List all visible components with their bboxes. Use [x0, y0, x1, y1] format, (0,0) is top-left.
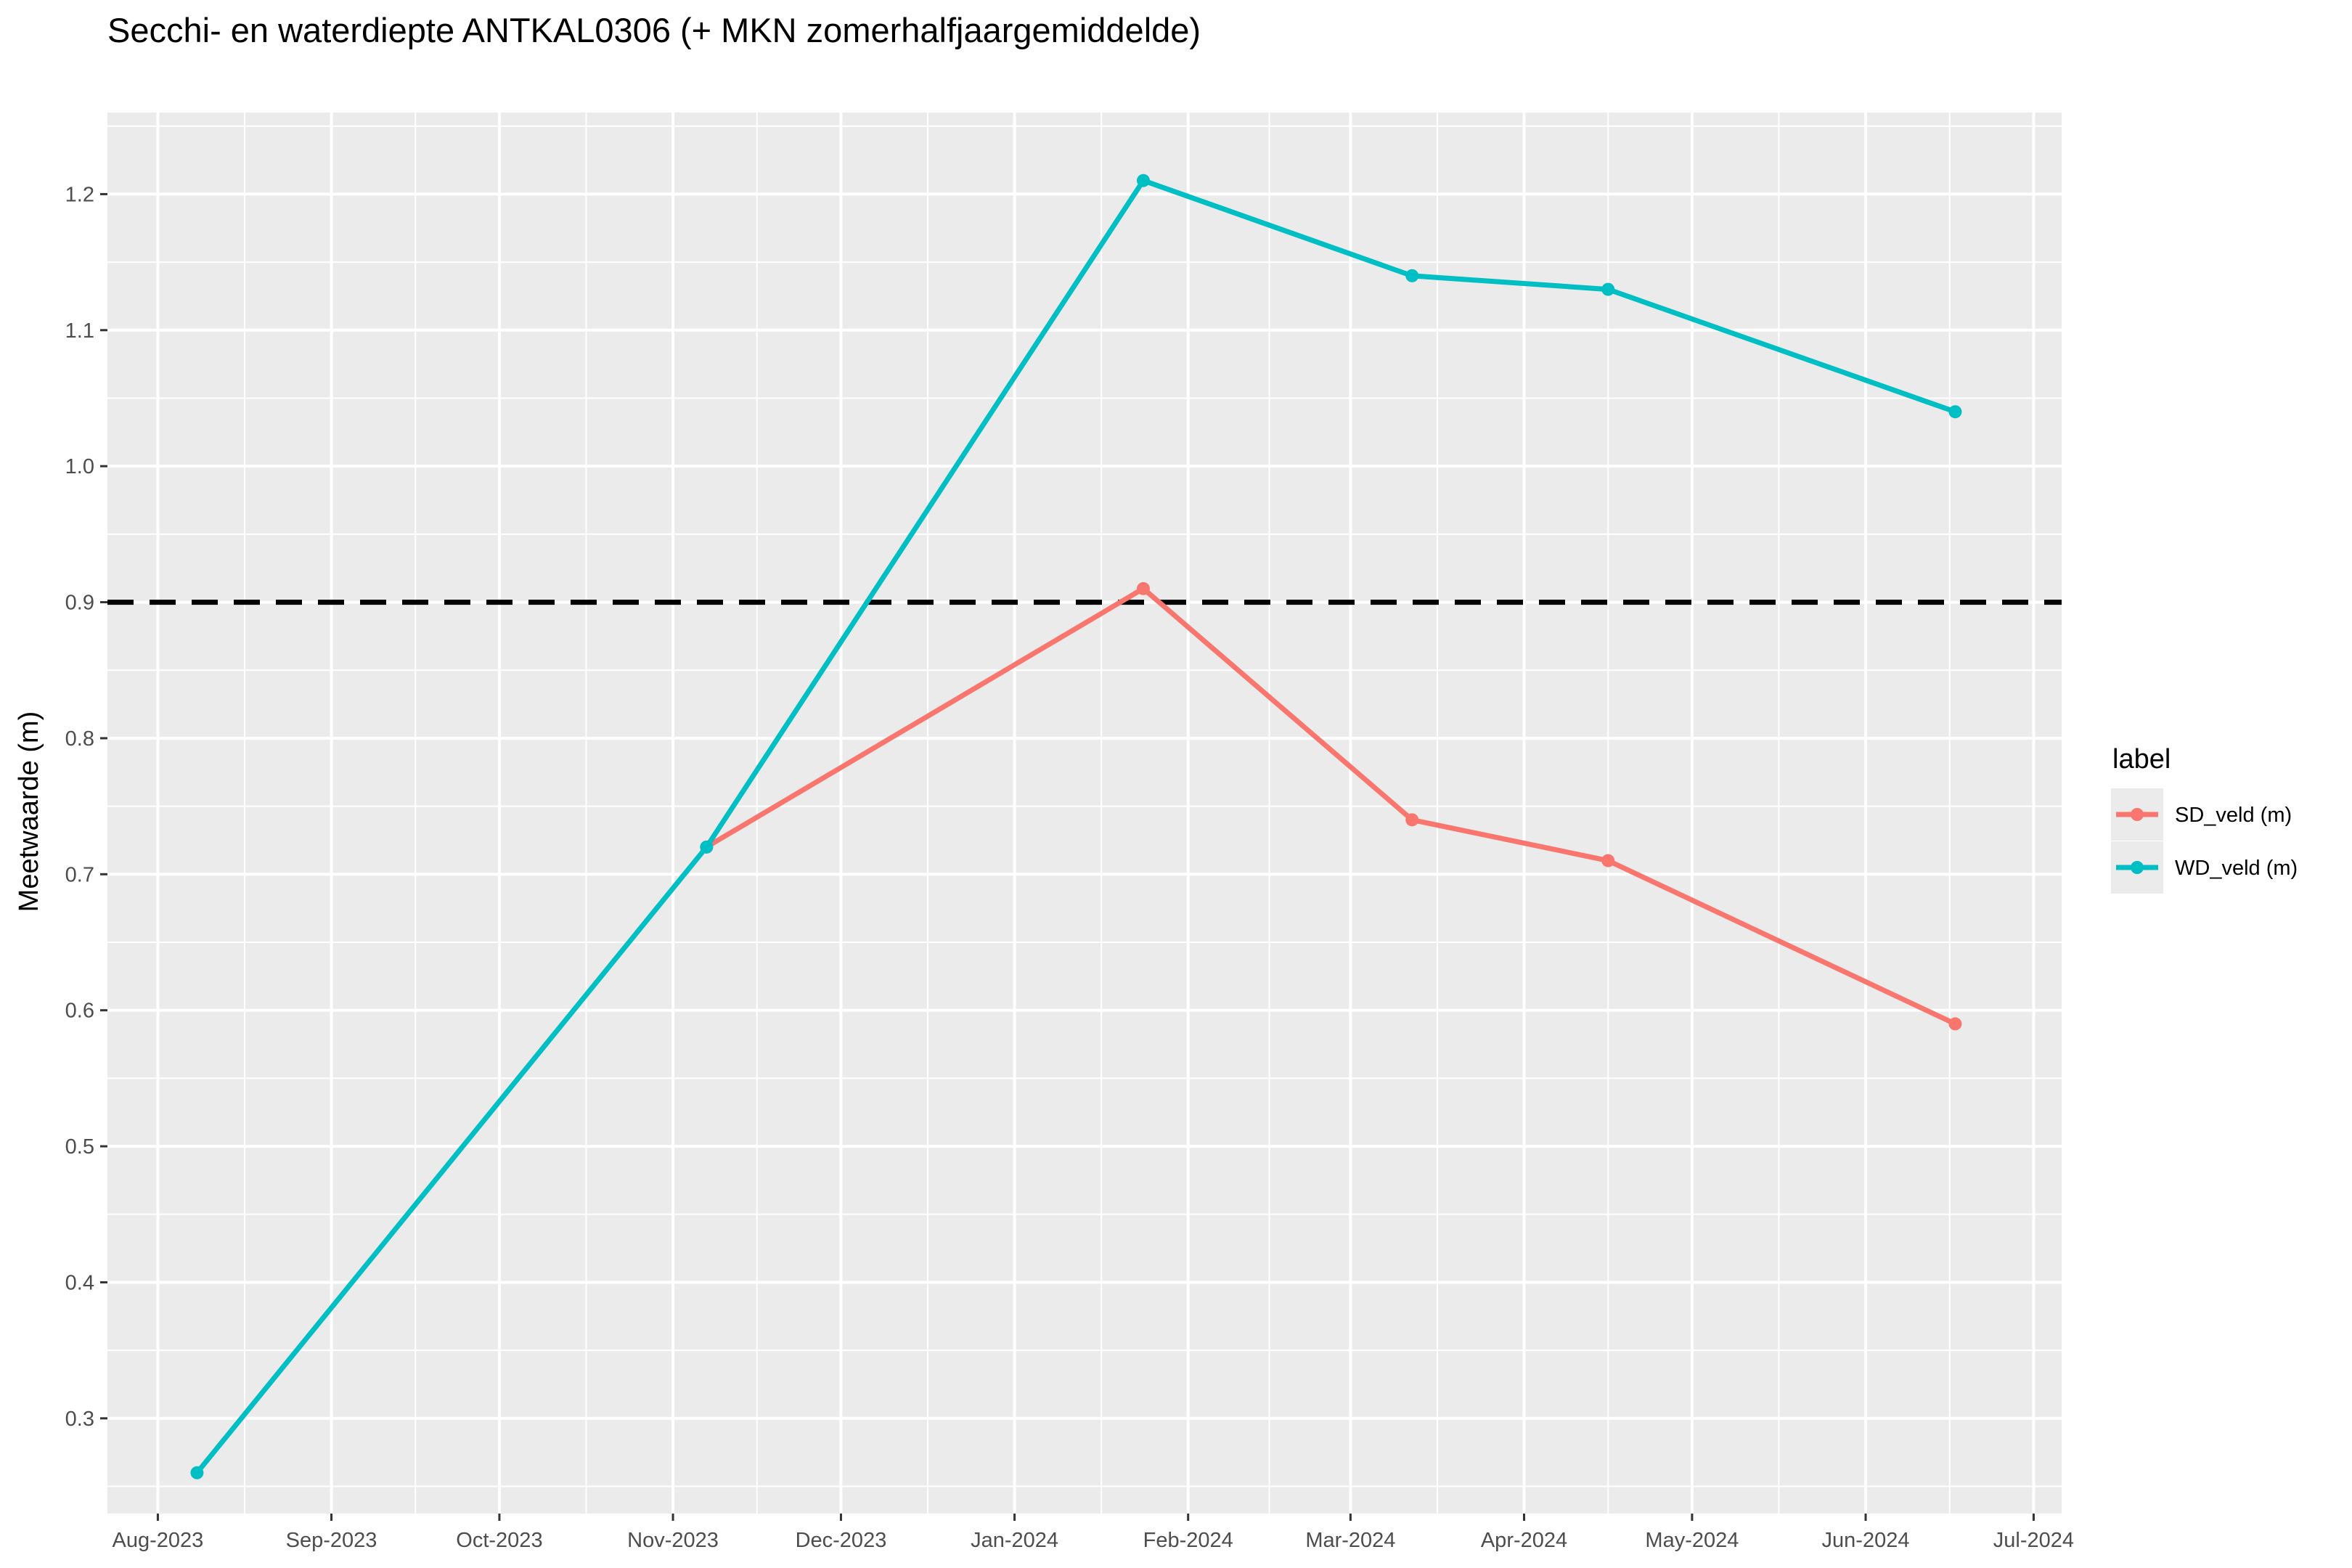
- data-point: [1405, 269, 1419, 282]
- y-tick-label: 1.0: [65, 455, 94, 478]
- x-tick-label: Apr-2024: [1481, 1529, 1567, 1552]
- y-axis: 0.3 0.4 0.5 0.6 0.7 0.8 0.9 1.0 1.1 1.2: [65, 183, 107, 1431]
- series: [190, 173, 1962, 1479]
- x-tick-label: Jan-2024: [971, 1529, 1058, 1552]
- legend-item: WD_veld (m): [2111, 841, 2298, 894]
- data-point: [1405, 813, 1419, 827]
- legend-key-point: [2131, 861, 2144, 874]
- data-point: [1601, 282, 1615, 296]
- x-tick-label: Feb-2024: [1143, 1529, 1233, 1552]
- y-tick-label: 0.9: [65, 592, 94, 615]
- y-tick-label: 0.7: [65, 863, 94, 886]
- x-tick-label: Aug-2023: [113, 1529, 204, 1552]
- y-axis-title: Meetwaarde (m): [14, 711, 44, 912]
- legend-item: SD_veld (m): [2111, 788, 2292, 841]
- data-point: [700, 840, 714, 854]
- x-tick-label: Jun-2024: [1822, 1529, 1910, 1552]
- y-tick-label: 0.5: [65, 1135, 94, 1159]
- y-tick-label: 1.2: [65, 183, 94, 206]
- data-point: [1948, 1017, 1962, 1031]
- legend-items: SD_veld (m) WD_veld (m): [2111, 788, 2298, 894]
- data-point: [1136, 581, 1150, 595]
- legend-label: WD_veld (m): [2175, 857, 2298, 880]
- grid-major: [107, 113, 2062, 1514]
- x-tick-label: Dec-2023: [796, 1529, 887, 1552]
- chart-title: Secchi- en waterdiepte ANTKAL0306 (+ MKN…: [107, 11, 1201, 49]
- x-tick-label: May-2024: [1645, 1529, 1739, 1552]
- data-point: [1948, 405, 1962, 419]
- legend-label: SD_veld (m): [2175, 804, 2292, 827]
- legend: label SD_veld (m) WD_veld (m): [2111, 744, 2298, 894]
- x-tick-label: Oct-2023: [456, 1529, 542, 1552]
- y-tick-label: 0.6: [65, 1000, 94, 1023]
- grid-minor: [107, 113, 2062, 1514]
- legend-key-point: [2131, 808, 2144, 821]
- series-line: [195, 178, 1956, 1475]
- y-tick-label: 0.3: [65, 1408, 94, 1431]
- y-tick-label: 1.1: [65, 319, 94, 343]
- series-layer: [190, 173, 1962, 1479]
- y-tick-label: 0.8: [65, 727, 94, 751]
- x-tick-label: Nov-2023: [627, 1529, 719, 1552]
- x-axis: Aug-2023 Sep-2023 Oct-2023 Nov-2023 Dec-2023…: [113, 1514, 2074, 1552]
- plot-panel: [107, 113, 2062, 1514]
- y-tick-label: 0.4: [65, 1271, 94, 1294]
- x-tick-label: Mar-2024: [1305, 1529, 1395, 1552]
- data-point: [190, 1466, 204, 1479]
- x-tick-label: Sep-2023: [286, 1529, 377, 1552]
- data-point: [1601, 854, 1615, 867]
- x-tick-label: Jul-2024: [1993, 1529, 2074, 1552]
- legend-title: label: [2112, 744, 2171, 775]
- data-point: [1136, 173, 1150, 187]
